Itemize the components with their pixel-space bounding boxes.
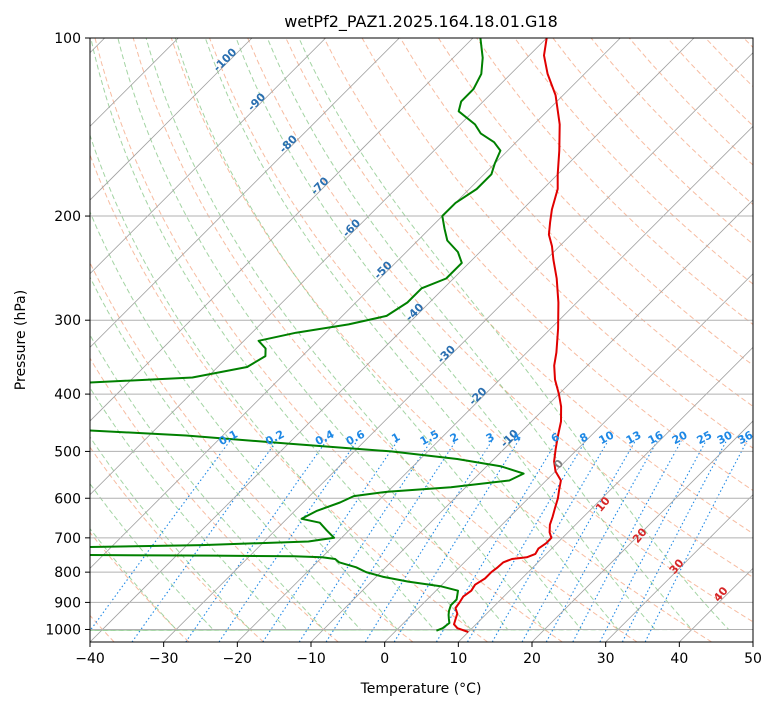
y-tick-label: 800 — [54, 565, 81, 581]
x-axis-label: Temperature (°C) — [360, 681, 482, 697]
y-tick-label: 600 — [54, 491, 81, 507]
x-tick-label: 20 — [523, 651, 541, 667]
x-tick-label: 50 — [744, 651, 762, 667]
y-tick-label: 200 — [54, 209, 81, 225]
y-tick-label: 500 — [54, 444, 81, 460]
y-tick-label: 700 — [54, 531, 81, 547]
chart-title: wetPf2_PAZ1.2025.164.18.01.G18 — [284, 12, 558, 32]
y-tick-label: 400 — [54, 387, 81, 403]
x-tick-label: 30 — [597, 651, 615, 667]
y-axis-label: Pressure (hPa) — [13, 290, 29, 390]
y-tick-label: 1000 — [45, 622, 81, 638]
x-tick-label: 10 — [449, 651, 467, 667]
x-tick-label: 0 — [380, 651, 389, 667]
x-tick-label: 40 — [670, 651, 688, 667]
y-tick-label: 100 — [54, 31, 81, 47]
y-tick-label: 300 — [54, 313, 81, 329]
x-tick-label: −30 — [149, 651, 179, 667]
y-tick-label: 900 — [54, 595, 81, 611]
x-tick-label: −20 — [223, 651, 253, 667]
x-tick-label: −10 — [296, 651, 326, 667]
x-tick-label: −40 — [75, 651, 105, 667]
